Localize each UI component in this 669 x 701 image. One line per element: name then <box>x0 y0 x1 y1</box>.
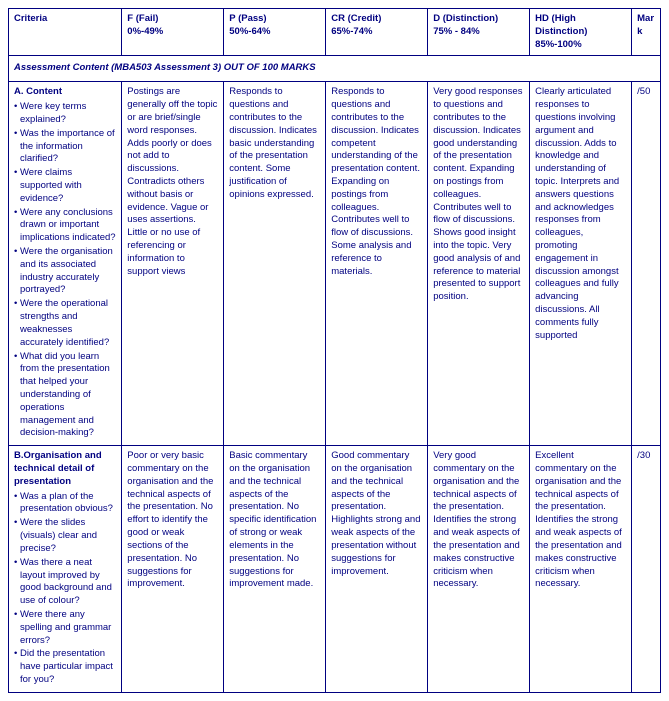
criteria-item: Were claims supported with evidence? <box>14 167 116 205</box>
header-distinction-title: D (Distinction) <box>433 13 524 26</box>
header-pass: P (Pass) 50%-64% <box>224 9 326 56</box>
section-row: Assessment Content (MBA503 Assessment 3)… <box>9 56 661 82</box>
criteria-item: Were the slides (visuals) clear and prec… <box>14 517 116 555</box>
header-fail-title: F (Fail) <box>127 13 218 26</box>
criteria-item: Was there a neat layout improved by good… <box>14 557 116 608</box>
header-credit: CR (Credit) 65%-74% <box>326 9 428 56</box>
criteria-list: Were key terms explained?Was the importa… <box>14 101 116 440</box>
header-pass-title: P (Pass) <box>229 13 320 26</box>
header-fail: F (Fail) 0%-49% <box>122 9 224 56</box>
grade-cell-f: Poor or very basic commentary on the org… <box>122 446 224 693</box>
grade-cell-hd: Clearly articulated responses to questio… <box>530 82 632 446</box>
header-criteria: Criteria <box>9 9 122 56</box>
criteria-cell: A. Content Were key terms explained?Was t… <box>9 82 122 446</box>
section-title: Assessment Content (MBA503 Assessment 3)… <box>9 56 661 82</box>
criteria-item: Was the importance of the information cl… <box>14 128 116 166</box>
header-high-distinction: HD (High Distinction) 85%-100% <box>530 9 632 56</box>
header-pass-range: 50%-64% <box>229 26 320 39</box>
rubric-row: B.Organisation and technical detail of p… <box>9 446 661 693</box>
rubric-body: A. ContentWere key terms explained?Was t… <box>9 82 661 693</box>
grade-cell-p: Basic commentary on the organisation and… <box>224 446 326 693</box>
criteria-item: Were the operational strengths and weakn… <box>14 298 116 349</box>
criteria-item: What did you learn from the presentation… <box>14 351 116 441</box>
header-credit-title: CR (Credit) <box>331 13 422 26</box>
criteria-item: Were the organisation and its associated… <box>14 246 116 297</box>
grade-cell-cr: Good commentary on the organisation and … <box>326 446 428 693</box>
criteria-cell: B.Organisation and technical detail of p… <box>9 446 122 693</box>
header-credit-range: 65%-74% <box>331 26 422 39</box>
header-mark: Mark <box>632 9 661 56</box>
grade-cell-cr: Responds to questions and contributes to… <box>326 82 428 446</box>
grade-cell-f: Postings are generally off the topic or … <box>122 82 224 446</box>
criteria-title: B.Organisation and technical detail of p… <box>14 450 116 488</box>
grade-cell-hd: Excellent commentary on the organisation… <box>530 446 632 693</box>
criteria-item: Were key terms explained? <box>14 101 116 127</box>
rubric-row: A. Content Were key terms explained?Was t… <box>9 82 661 446</box>
criteria-title: A. Content <box>14 86 116 99</box>
header-fail-range: 0%-49% <box>127 26 218 39</box>
criteria-item: Did the presentation have particular imp… <box>14 648 116 686</box>
header-row: Criteria F (Fail) 0%-49% P (Pass) 50%-64… <box>9 9 661 56</box>
mark-cell: /30 <box>632 446 661 693</box>
grade-cell-d: Very good responses to questions and con… <box>428 82 530 446</box>
rubric-table: Criteria F (Fail) 0%-49% P (Pass) 50%-64… <box>8 8 661 693</box>
header-hd-title: HD (High Distinction) <box>535 13 626 39</box>
criteria-item: Were any conclusions drawn or important … <box>14 207 116 245</box>
criteria-item: Were there any spelling and grammar erro… <box>14 609 116 647</box>
header-hd-range: 85%-100% <box>535 39 626 52</box>
grade-cell-d: Very good commentary on the organisation… <box>428 446 530 693</box>
header-distinction-range: 75% - 84% <box>433 26 524 39</box>
mark-cell: /50 <box>632 82 661 446</box>
grade-cell-p: Responds to questions and contributes to… <box>224 82 326 446</box>
criteria-item: Was a plan of the presentation obvious? <box>14 491 116 517</box>
criteria-list: Was a plan of the presentation obvious?W… <box>14 491 116 687</box>
header-distinction: D (Distinction) 75% - 84% <box>428 9 530 56</box>
